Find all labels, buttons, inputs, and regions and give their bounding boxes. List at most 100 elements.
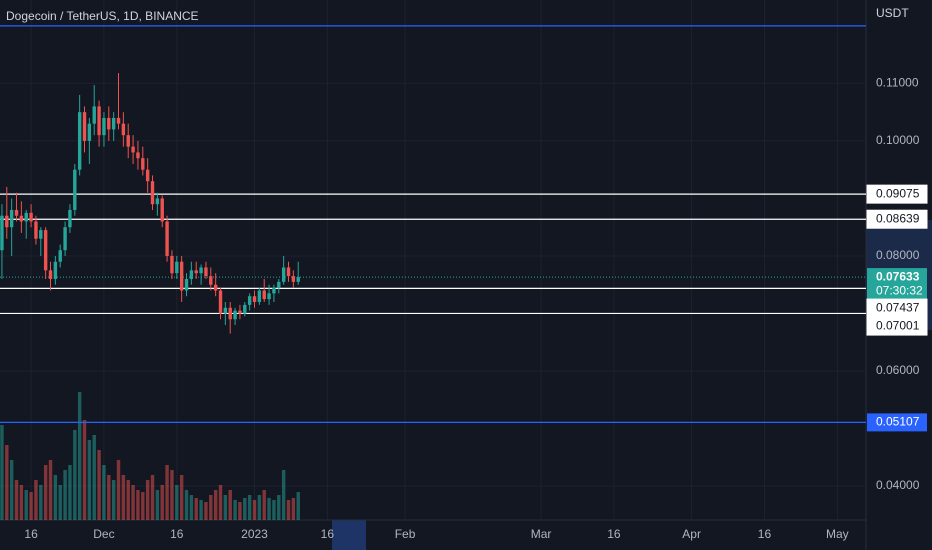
x-tick-label: May <box>826 527 849 541</box>
candle-body <box>218 290 223 314</box>
volume-bar <box>286 500 291 520</box>
volume-bar <box>14 480 19 520</box>
volume-bar <box>77 392 82 520</box>
volume-bar <box>228 490 232 520</box>
levels <box>0 25 866 423</box>
volume-bar <box>252 500 257 520</box>
volume-bar <box>68 465 72 520</box>
volume-bar <box>102 465 106 520</box>
volume-bar <box>160 485 164 520</box>
volume-bar <box>87 440 92 520</box>
volume-bar <box>267 498 271 520</box>
candle-body <box>277 281 281 288</box>
volume-bar <box>257 495 262 520</box>
volume-bar <box>199 500 203 520</box>
volume-bar <box>107 475 111 520</box>
candle-body <box>58 250 62 262</box>
level-label: 0.09075 <box>876 186 920 200</box>
volume-bar <box>209 495 213 520</box>
volume-bar <box>262 490 266 520</box>
candle-body <box>204 267 208 277</box>
volume-bar <box>145 480 150 520</box>
candle-body <box>213 284 218 291</box>
volume-bar <box>92 435 96 520</box>
volume-bar <box>218 485 223 520</box>
volume-bar <box>291 498 296 520</box>
candle-body <box>145 169 150 182</box>
candle-body <box>155 198 160 205</box>
candle-body <box>199 267 203 274</box>
currency: USDT <box>876 6 909 20</box>
price-label-box <box>867 268 927 300</box>
level-label: 0.07437 <box>876 300 920 314</box>
candle-body <box>43 230 48 271</box>
candle-body <box>247 296 252 305</box>
y-tick-label: 0.04000 <box>876 478 920 492</box>
x-tick-label: Mar <box>531 527 552 541</box>
volume-bar <box>111 480 116 520</box>
candle-body <box>175 261 179 274</box>
x-tick-label: 16 <box>607 527 621 541</box>
volume-bar <box>48 460 53 520</box>
x-tick-label: 16 <box>758 527 772 541</box>
volume-bar <box>131 485 135 520</box>
candle-body <box>262 290 266 300</box>
candle-body <box>184 278 189 291</box>
level-label: 0.05107 <box>876 415 920 429</box>
candle-body <box>63 227 67 251</box>
candles <box>0 73 300 334</box>
candle-body <box>111 117 116 130</box>
candle-body <box>19 215 24 222</box>
labels: 0.04000 0.06000 0.08000 0.10000 0.11000 16 Dec… <box>24 76 928 541</box>
volume-bar <box>63 470 67 520</box>
volume <box>0 392 300 520</box>
candle-body <box>0 215 4 251</box>
level-label-box <box>866 209 928 229</box>
candle-body <box>150 181 155 205</box>
volume-bar <box>141 492 145 520</box>
candle-body <box>223 307 228 314</box>
candle-body <box>165 221 169 256</box>
volume-bar <box>189 495 194 520</box>
candle-body <box>252 296 257 302</box>
volume-bar <box>121 475 126 520</box>
candle-body <box>141 158 145 170</box>
volume-bar <box>296 492 300 520</box>
countdown: 07:30:32 <box>876 283 923 297</box>
volume-bar <box>204 502 208 520</box>
volume-bar <box>155 490 160 520</box>
candle-body <box>160 198 164 222</box>
y-tick-label: 0.11000 <box>876 76 919 90</box>
volume-bar <box>39 485 43 520</box>
candle-body <box>73 169 77 210</box>
x-tick-label: Feb <box>395 527 416 541</box>
candle-body <box>92 106 96 124</box>
x-tick-label: 16 <box>321 527 335 541</box>
volume-bar <box>136 490 140 520</box>
volume-bar <box>126 480 130 520</box>
candle-body <box>233 310 237 320</box>
candle-body <box>48 270 53 279</box>
candle-body <box>68 209 72 228</box>
volume-bar <box>238 502 242 520</box>
volume-bar <box>184 490 189 520</box>
candle-body <box>243 304 247 314</box>
volume-bar <box>272 500 276 520</box>
volume-bar <box>53 475 58 520</box>
candle-body <box>179 261 184 291</box>
level-label-box <box>866 316 928 336</box>
chart-title: Dogecoin / TetherUS, 1D, BINANCE <box>6 9 199 23</box>
candle-body <box>121 123 126 136</box>
candle-body <box>194 270 198 274</box>
currency-box <box>868 4 930 26</box>
x-tick-label: 2023 <box>241 527 268 541</box>
volume-bar <box>179 475 184 520</box>
volume-bar <box>170 470 174 520</box>
volume-bar <box>97 450 101 520</box>
candle-body <box>5 215 9 228</box>
candle-body <box>77 112 82 170</box>
candle-body <box>272 287 276 294</box>
volume-bar <box>19 485 24 520</box>
volume-bar <box>165 465 169 520</box>
